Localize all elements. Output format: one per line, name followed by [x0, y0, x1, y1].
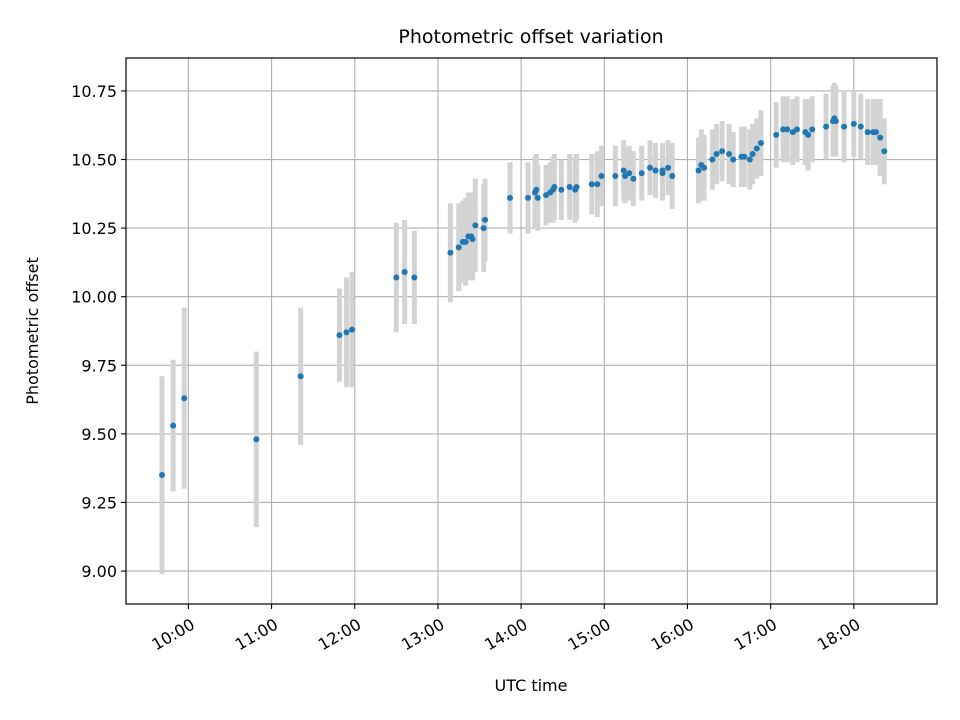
data-point — [741, 153, 748, 160]
data-point — [558, 186, 565, 193]
x-tick-label: 15:00 — [564, 615, 613, 655]
data-point — [343, 329, 350, 336]
data-point — [297, 373, 304, 380]
data-point — [620, 167, 627, 174]
y-tick-label: 10.00 — [71, 288, 117, 307]
data-point — [793, 126, 800, 133]
data-point — [857, 123, 864, 130]
data-point — [659, 167, 666, 174]
x-tick-label: 18:00 — [814, 615, 863, 655]
x-tick-label: 16:00 — [648, 615, 697, 655]
plot-background — [126, 58, 937, 604]
grid — [126, 58, 937, 604]
data-point — [809, 126, 816, 133]
data-point — [447, 249, 454, 256]
data-point — [709, 156, 716, 163]
chart-title: Photometric offset variation — [398, 26, 663, 48]
y-axis-title: Photometric offset — [23, 257, 42, 405]
data-point — [784, 126, 791, 133]
data-point — [401, 269, 408, 276]
y-tick-label: 10.75 — [71, 82, 117, 101]
data-point — [701, 164, 708, 171]
data-point — [805, 131, 812, 138]
data-point — [253, 436, 260, 443]
data-point — [757, 140, 764, 147]
y-tick-label: 9.25 — [81, 493, 117, 512]
data-point — [873, 129, 880, 136]
data-point — [181, 395, 188, 402]
data-point — [841, 123, 848, 130]
data-point — [533, 186, 540, 193]
data-point — [525, 194, 532, 201]
data-point — [749, 151, 756, 158]
data-point — [630, 175, 637, 182]
x-tick-label: 17:00 — [731, 615, 780, 655]
data-point — [170, 422, 177, 429]
data-point — [507, 194, 514, 201]
data-point — [393, 274, 400, 281]
data-point — [877, 134, 884, 141]
y-tick-label: 10.25 — [71, 219, 117, 238]
x-tick-label: 12:00 — [315, 615, 364, 655]
data-point — [566, 183, 573, 190]
data-point — [598, 172, 605, 179]
data-point — [780, 126, 787, 133]
data-point — [647, 164, 654, 171]
data-point — [719, 148, 726, 155]
data-point — [832, 118, 839, 125]
y-tick-label: 9.75 — [81, 356, 117, 375]
data-point — [411, 274, 418, 281]
y-tick-label: 9.50 — [81, 425, 117, 444]
data-point — [551, 183, 558, 190]
data-point — [482, 216, 489, 223]
x-tick-label: 14:00 — [481, 615, 530, 655]
data-point — [669, 172, 676, 179]
y-tick-label: 9.00 — [81, 562, 117, 581]
data-point — [480, 225, 487, 232]
data-point — [534, 194, 541, 201]
data-point — [695, 167, 702, 174]
y-tick-label: 10.50 — [71, 151, 117, 170]
data-point — [469, 236, 476, 243]
data-points — [159, 115, 888, 479]
data-point — [626, 170, 633, 177]
data-point — [773, 131, 780, 138]
data-point — [726, 151, 733, 158]
data-point — [665, 164, 672, 171]
data-point — [455, 244, 462, 251]
data-point — [881, 148, 888, 155]
data-point — [159, 472, 166, 479]
data-point — [753, 145, 760, 152]
data-point — [573, 183, 580, 190]
data-point — [823, 123, 830, 130]
x-tick-label: 10:00 — [149, 615, 198, 655]
data-point — [348, 326, 355, 333]
plot-frame — [125, 57, 938, 605]
x-axis-title: UTC time — [495, 676, 568, 695]
data-point — [462, 238, 469, 245]
data-point — [652, 167, 659, 174]
data-point — [864, 129, 871, 136]
data-point — [638, 170, 645, 177]
data-point — [336, 332, 343, 339]
data-point — [612, 172, 619, 179]
y-axis: 9.00 9.25 9.50 9.75 10.00 10.25 10.50 10.75 — [71, 82, 126, 581]
data-point — [588, 181, 595, 188]
data-point — [850, 120, 857, 127]
data-point — [594, 181, 601, 188]
data-point — [713, 151, 720, 158]
x-tick-label: 13:00 — [398, 615, 447, 655]
data-point — [730, 156, 737, 163]
data-point — [746, 156, 753, 163]
x-tick-label: 11:00 — [232, 615, 281, 655]
data-point — [472, 222, 479, 229]
x-axis: 10:00 11:00 12:00 13:00 14:00 15:00 16:00 17:00… — [149, 604, 863, 655]
